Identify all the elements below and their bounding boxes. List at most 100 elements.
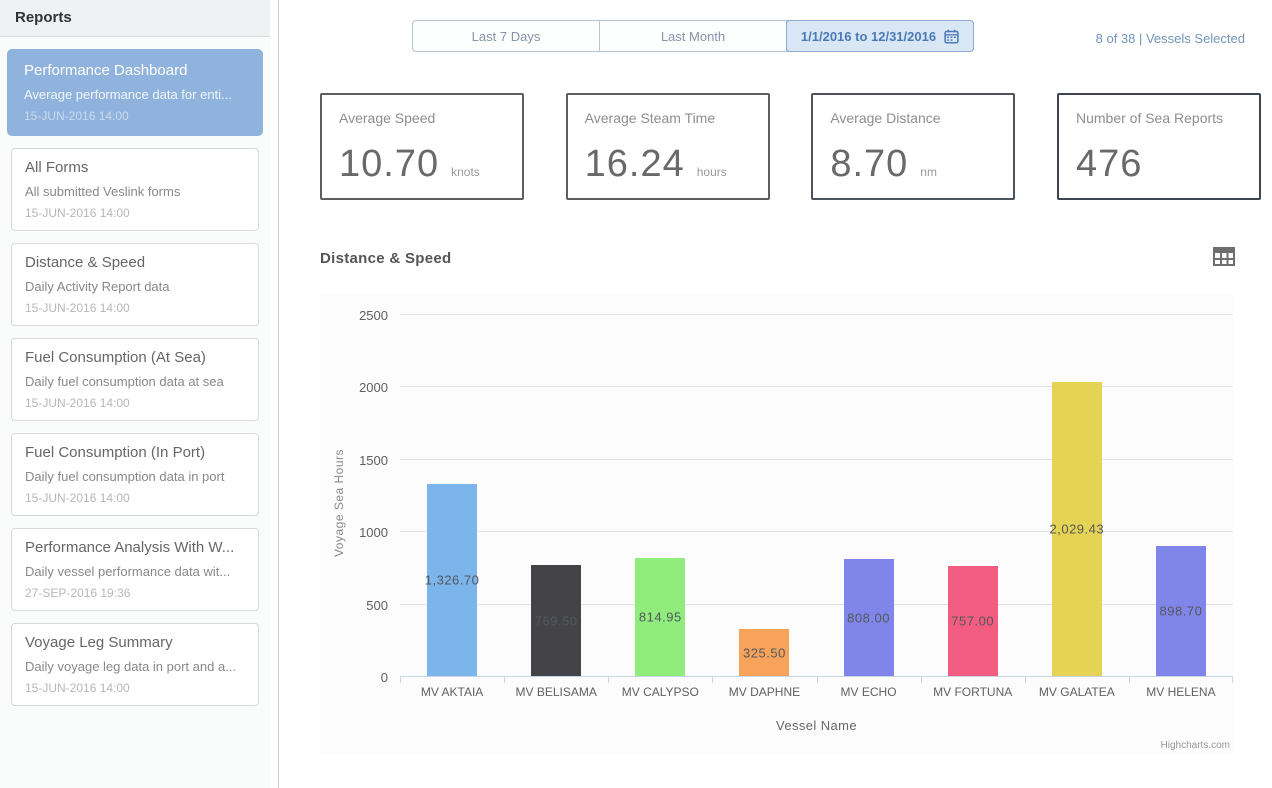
x-category-label: MV CALYPSO (621, 685, 699, 699)
kpi-value: 10.70 (339, 143, 440, 185)
gridline (400, 531, 1233, 533)
report-title: Voyage Leg Summary (25, 634, 173, 651)
plot-area: 1,326.70 769.50 814.95 325.50 808.00 757.00 2,… (400, 314, 1233, 683)
report-title: All Forms (25, 159, 89, 176)
x-category-label: MV DAPHNE (728, 685, 801, 699)
calendar-icon (944, 29, 959, 44)
kpi-unit: nm (920, 165, 937, 179)
bar-mv-calypso[interactable]: 814.95 (635, 558, 686, 676)
kpi-label: Number of Sea Reports (1075, 110, 1224, 126)
report-item-fuel-at-sea[interactable]: Fuel Consumption (At Sea) Daily fuel con… (11, 338, 259, 421)
gridline (400, 603, 1233, 605)
bar-data-label: 325.50 (743, 645, 786, 660)
category-cell: 898.70 (1129, 315, 1233, 676)
last-month-button[interactable]: Last Month (600, 21, 787, 51)
kpi-unit: hours (696, 165, 727, 179)
x-axis-tick (1129, 677, 1130, 683)
kpi-unit: knots (451, 165, 480, 179)
kpi-card-average-speed: Average Speed 10.70 knots (320, 93, 524, 200)
vessels-selected-link[interactable]: 8 of 38 | Vessels Selected (1095, 31, 1245, 46)
y-tick-label: 0 (380, 670, 388, 685)
report-title: Distance & Speed (25, 254, 146, 271)
table-grid-icon (1213, 247, 1235, 269)
category-cell: 769.50 (504, 315, 608, 676)
x-category-label: MV HELENA (1146, 685, 1216, 699)
x-category-label: MV ECHO (840, 685, 897, 699)
report-date: 27-SEP-2016 19:36 (25, 586, 131, 600)
x-axis-tick (504, 677, 505, 683)
kpi-card-average-distance: Average Distance 8.70 nm (811, 93, 1016, 200)
category-cell: 814.95 (608, 315, 712, 676)
topbar: Last 7 Days Last Month 1/1/2016 to 12/31… (279, 0, 1272, 70)
bar-data-label: 1,326.70 (424, 572, 480, 588)
report-date: 15-JUN-2016 14:00 (25, 206, 130, 220)
bar-data-label: 2,029.43 (1049, 521, 1105, 537)
kpi-card-number-of-sea-reports: Number of Sea Reports 476 (1056, 93, 1261, 200)
y-axis-labels: 0 500 1000 1500 2000 2500 (320, 308, 388, 685)
bar-data-label: 814.95 (638, 609, 682, 625)
category-cell: 757.00 (921, 315, 1025, 676)
gridline (400, 458, 1233, 460)
bar-mv-belisama[interactable]: 769.50 (531, 565, 582, 676)
category-cell: 325.50 (712, 315, 816, 676)
bar-mv-helena[interactable]: 898.70 (1155, 546, 1206, 676)
x-category-label: MV AKTAIA (420, 685, 484, 699)
kpi-label: Average Distance (830, 110, 941, 126)
sidebar-title: Reports (0, 0, 270, 37)
chart-header: Distance & Speed (320, 247, 1272, 270)
report-item-voyage-leg-summary[interactable]: Voyage Leg Summary Daily voyage leg data… (11, 623, 259, 706)
bar-data-label: 898.70 (1159, 603, 1203, 619)
report-item-fuel-in-port[interactable]: Fuel Consumption (In Port) Daily fuel co… (11, 433, 259, 516)
report-subtitle: Average performance data for enti... (24, 87, 232, 102)
report-subtitle: Daily fuel consumption data in port (25, 469, 225, 484)
highcharts-credit-link[interactable]: Highcharts.com (1160, 740, 1230, 751)
table-view-button[interactable] (1211, 246, 1237, 270)
bar-mv-aktaia[interactable]: 1,326.70 (424, 484, 480, 676)
bars-row: 1,326.70 769.50 814.95 325.50 808.00 757.00 2,… (400, 315, 1233, 676)
last-7-days-button[interactable]: Last 7 Days (413, 21, 600, 51)
x-category-label: MV FORTUNA (933, 685, 1013, 699)
report-subtitle: All submitted Veslink forms (25, 184, 181, 199)
report-item-performance-dashboard[interactable]: Performance Dashboard Average performanc… (7, 49, 263, 136)
kpi-value: 476 (1075, 143, 1143, 185)
category-cell: 1,326.70 (400, 315, 504, 676)
bar-data-label: 808.00 (847, 610, 890, 625)
x-axis-labels: MV AKTAIA MV BELISAMA MV CALYPSO MV DAPHNE M… (400, 685, 1233, 699)
report-item-all-forms[interactable]: All Forms All submitted Veslink forms 15… (11, 148, 259, 231)
report-title: Fuel Consumption (At Sea) (25, 349, 206, 366)
kpi-label: Average Steam Time (584, 110, 716, 126)
bar-mv-daphne[interactable]: 325.50 (739, 629, 790, 676)
x-axis-tick (400, 677, 401, 683)
chart-section-title: Distance & Speed (320, 250, 452, 267)
bar-mv-galatea[interactable]: 2,029.43 (1049, 382, 1105, 676)
report-title: Performance Dashboard (24, 62, 188, 79)
main-content: Last 7 Days Last Month 1/1/2016 to 12/31… (279, 0, 1272, 788)
bar-data-label: 757.00 (951, 613, 995, 629)
x-category-label: MV BELISAMA (515, 685, 597, 699)
x-axis-tick (1025, 677, 1026, 683)
report-subtitle: Daily Activity Report data (25, 279, 170, 294)
category-cell: 808.00 (817, 315, 921, 676)
kpi-value: 8.70 (830, 143, 909, 185)
gridline (400, 314, 1233, 315)
report-date: 15-JUN-2016 14:00 (25, 681, 130, 695)
x-axis-tick (712, 677, 713, 683)
x-axis-tick (1232, 677, 1233, 683)
x-axis-title: Vessel Name (776, 718, 857, 733)
report-item-performance-analysis[interactable]: Performance Analysis With W... Daily ves… (11, 528, 259, 611)
bar-mv-echo[interactable]: 808.00 (843, 559, 894, 676)
report-date: 15-JUN-2016 14:00 (25, 491, 130, 505)
report-title: Performance Analysis With W... (25, 539, 235, 556)
y-tick-label: 1000 (359, 525, 388, 541)
report-item-distance-speed[interactable]: Distance & Speed Daily Activity Report d… (11, 243, 259, 326)
kpi-card-average-steam-time: Average Steam Time 16.24 hours (565, 93, 770, 200)
bar-data-label: 769.50 (534, 613, 578, 628)
bar-mv-fortuna[interactable]: 757.00 (947, 566, 998, 676)
y-tick-label: 500 (366, 597, 388, 613)
report-date: 15-JUN-2016 14:00 (25, 396, 130, 410)
report-date: 15-JUN-2016 14:00 (24, 109, 129, 123)
custom-date-range-button[interactable]: 1/1/2016 to 12/31/2016 (786, 20, 974, 52)
report-date: 15-JUN-2016 14:00 (25, 301, 130, 315)
kpi-value: 16.24 (584, 143, 685, 185)
report-title: Fuel Consumption (In Port) (25, 444, 206, 461)
